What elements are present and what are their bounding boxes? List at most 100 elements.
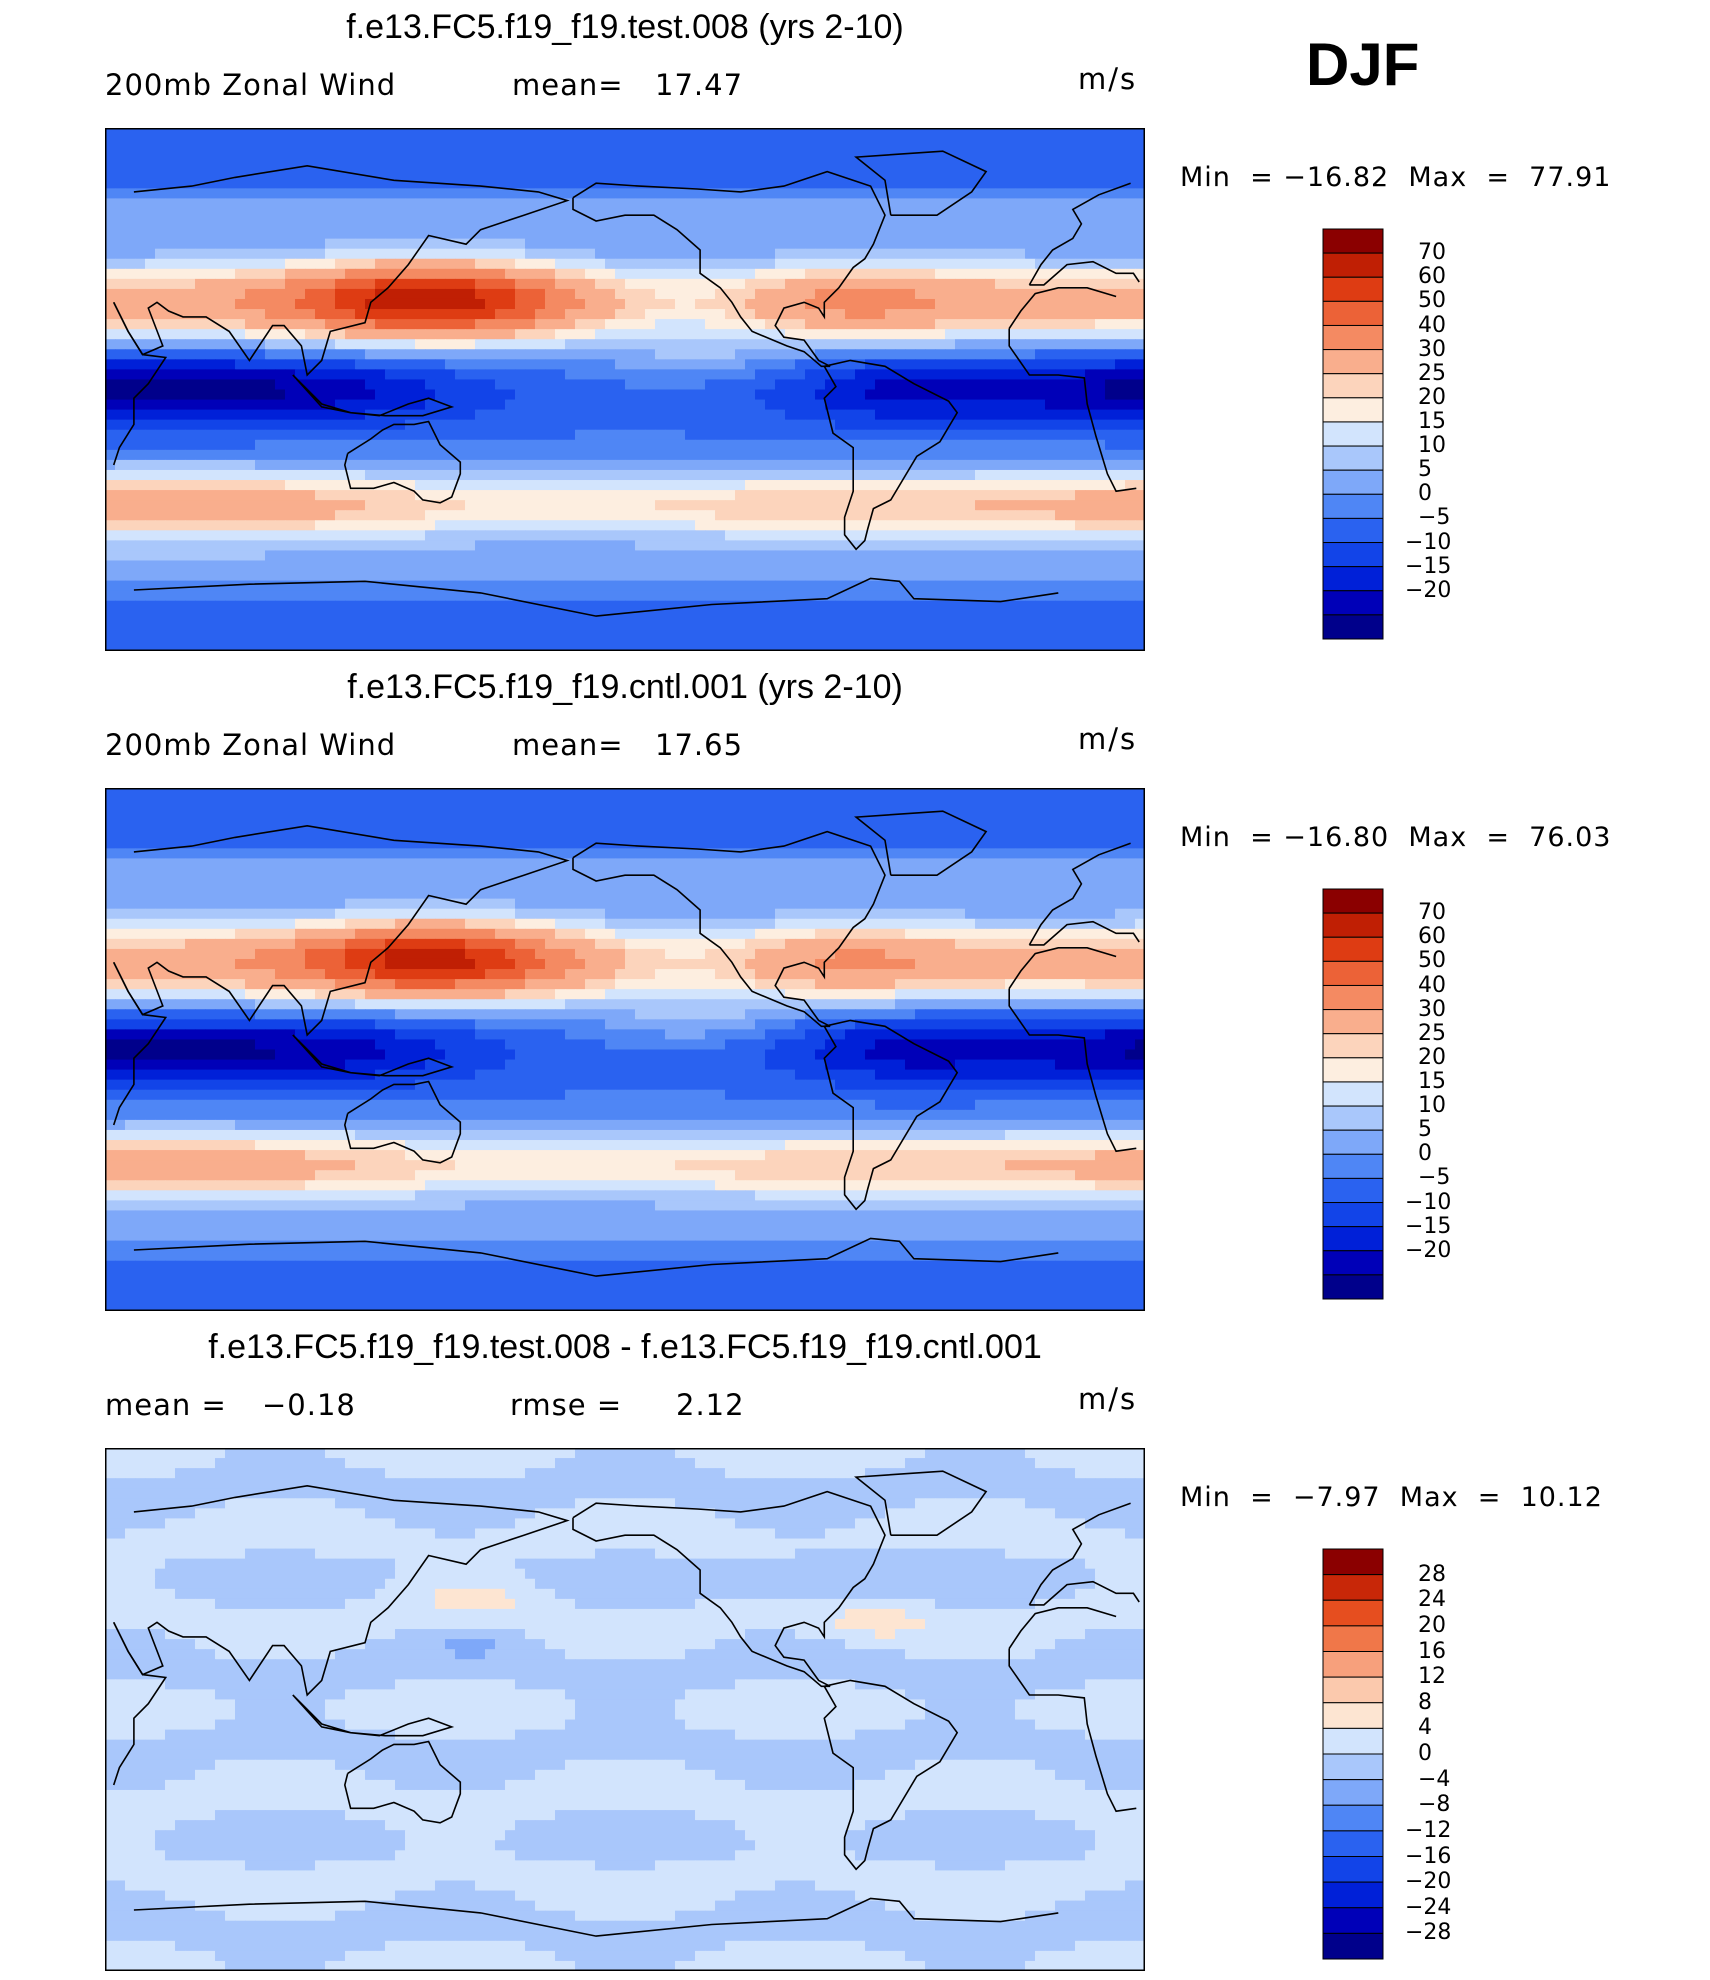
field-cell — [795, 530, 806, 541]
field-cell — [515, 128, 526, 139]
field-cell — [235, 258, 246, 270]
field-cell — [1025, 459, 1036, 471]
field-cell — [615, 339, 626, 350]
field-cell — [255, 429, 266, 441]
field-cell — [1005, 339, 1016, 350]
field-cell — [365, 268, 376, 280]
field-cell — [105, 198, 116, 210]
field-cell — [265, 480, 276, 491]
field-cell — [355, 188, 366, 200]
field-cell — [465, 399, 476, 411]
field-cell — [705, 349, 716, 360]
field-cell — [235, 600, 246, 612]
field-cell — [545, 298, 556, 310]
field-cell — [395, 550, 406, 562]
field-cell — [415, 268, 426, 280]
field-cell — [385, 158, 396, 169]
field-cell — [1085, 208, 1096, 220]
field-cell — [1105, 409, 1116, 421]
field-cell — [755, 500, 766, 511]
field-cell — [665, 128, 676, 139]
field-cell — [655, 349, 666, 360]
field-cell — [1085, 490, 1096, 501]
field-cell — [215, 379, 226, 391]
field-cell — [525, 178, 536, 189]
field-cell — [845, 228, 856, 240]
field-cell — [185, 168, 196, 179]
field-cell — [845, 278, 856, 290]
field-cell — [485, 218, 496, 230]
field-cell — [295, 228, 306, 240]
variable-label: 200mb Zonal Wind — [105, 68, 397, 102]
field-cell — [305, 138, 316, 149]
field-cell — [505, 429, 516, 441]
field-cell — [145, 228, 156, 240]
field-cell — [895, 188, 906, 200]
field-cell — [815, 188, 826, 200]
field-cell — [725, 369, 736, 381]
field-cell — [285, 560, 296, 572]
field-cell — [185, 379, 196, 391]
field-cell — [365, 238, 376, 250]
field-cell — [525, 238, 536, 250]
field-cell — [405, 389, 416, 401]
field-cell — [545, 329, 556, 340]
field-cell — [605, 248, 616, 260]
field-cell — [155, 319, 166, 330]
field-cell — [415, 248, 426, 260]
field-cell — [455, 228, 466, 240]
field-cell — [1135, 268, 1145, 280]
field-cell — [405, 329, 416, 340]
field-cell — [545, 138, 556, 149]
field-cell — [505, 469, 516, 481]
field-cell — [895, 600, 906, 612]
field-cell — [1125, 580, 1136, 592]
field-cell — [365, 399, 376, 411]
field-cell — [235, 288, 246, 300]
field-cell — [275, 268, 286, 280]
field-cell — [885, 148, 896, 159]
field-cell — [335, 349, 346, 360]
field-cell — [1095, 178, 1106, 189]
field-cell — [355, 238, 366, 250]
field-cell — [1035, 600, 1046, 612]
field-cell — [865, 399, 876, 411]
field-cell — [1065, 550, 1076, 562]
field-cell — [315, 369, 326, 381]
field-cell — [1055, 339, 1066, 350]
field-cell — [855, 248, 866, 260]
field-cell — [385, 258, 396, 270]
field-cell — [585, 128, 596, 139]
field-cell — [725, 218, 736, 230]
field-cell — [325, 198, 336, 210]
field-cell — [1035, 409, 1046, 421]
field-cell — [215, 409, 226, 421]
field-cell — [605, 238, 616, 250]
field-cell — [295, 198, 306, 210]
field-cell — [1135, 600, 1145, 612]
field-cell — [605, 490, 616, 501]
field-cell — [955, 168, 966, 179]
field-cell — [225, 590, 236, 602]
field-cell — [815, 459, 826, 471]
field-cell — [965, 510, 976, 521]
field-cell — [605, 188, 616, 200]
field-cell — [925, 439, 936, 451]
field-cell — [555, 490, 566, 501]
field-cell — [665, 208, 676, 220]
field-cell — [795, 409, 806, 421]
field-cell — [275, 580, 286, 592]
field-cell — [355, 349, 366, 360]
field-cell — [235, 188, 246, 200]
field-cell — [425, 248, 436, 260]
field-cell — [695, 419, 706, 431]
field-cell — [965, 298, 976, 310]
field-cell — [1105, 138, 1116, 149]
field-cell — [115, 500, 126, 511]
field-cell — [1085, 309, 1096, 320]
field-cell — [1105, 449, 1116, 461]
field-cell — [465, 429, 476, 441]
field-cell — [345, 319, 356, 330]
field-cell — [175, 168, 186, 179]
field-cell — [435, 158, 446, 169]
